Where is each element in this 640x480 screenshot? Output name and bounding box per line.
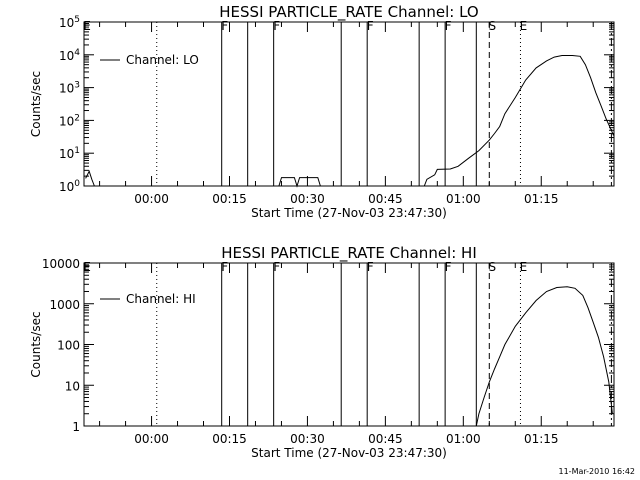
series-line [423,55,614,187]
event-marker-label: F [221,19,228,33]
y-tick-label: 104 [59,48,80,63]
y-tick-label: 100 [57,339,80,353]
x-tick-label: 00:00 [134,432,169,446]
x-tick-label: 01:00 [446,192,481,206]
legend-label: Channel: LO [126,53,199,67]
legend-label: Channel: HI [126,292,196,306]
event-marker-label: F [221,260,228,274]
y-tick-label: 1 [72,420,80,434]
x-tick-label: 01:15 [524,432,559,446]
event-marker-label: E [83,260,91,274]
event-marker-label: F [367,260,374,274]
x-tick-label: 00:45 [368,192,403,206]
x-tick-label: 00:45 [368,432,403,446]
x-tick-label: 01:15 [524,192,559,206]
y-tick-label: 105 [59,15,80,30]
y-tick-label: 102 [59,113,80,128]
event-marker-label: E [520,260,528,274]
x-axis-label: Start Time (27-Nov-03 23:47:30) [251,206,447,220]
event-marker-label: F [367,19,374,33]
event-marker-label: S [488,19,496,33]
x-tick-label: 00:15 [212,192,247,206]
footer-timestamp: 11-Mar-2010 16:42 [559,467,636,476]
y-tick-label: 10 [65,379,80,393]
x-tick-label: 00:00 [134,192,169,206]
x-tick-label: 01:00 [446,432,481,446]
series-line [475,286,613,427]
x-axis-label: Start Time (27-Nov-03 23:47:30) [251,446,447,460]
event-marker-label: S [488,260,496,274]
event-marker-label: E [83,19,91,33]
event-marker-label: F [445,260,452,274]
event-marker-label: E [520,19,528,33]
series-line [85,169,95,187]
event-marker-label: F [273,260,280,274]
y-axis-label: Counts/sec [29,71,43,137]
y-tick-label: 103 [59,81,80,96]
y-tick-label: 100 [59,179,80,194]
chart-panel-1: HESSI PARTICLE_RATE Channel: HI 00:00 00:1… [29,244,615,460]
chart-title: HESSI PARTICLE_RATE Channel: LO [219,3,478,22]
chart-title: HESSI PARTICLE_RATE Channel: HI [221,244,477,263]
x-tick-label: 00:15 [212,432,247,446]
x-tick-label: 00:30 [290,192,325,206]
event-marker-label: F [445,19,452,33]
event-marker-label: F [273,19,280,33]
y-tick-label: 101 [59,146,80,161]
x-tick-label: 00:30 [290,432,325,446]
y-tick-label: 10000 [42,257,80,271]
series-line [278,177,321,188]
y-axis-label: Counts/sec [29,311,43,377]
y-tick-label: 1000 [49,298,80,312]
chart-panel-0: HESSI PARTICLE_RATE Channel: LO 00:00 00:1… [29,3,615,220]
